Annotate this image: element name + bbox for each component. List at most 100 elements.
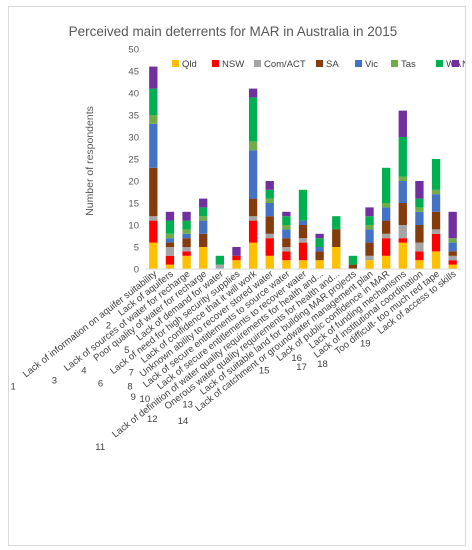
bar-segment-qld — [365, 260, 373, 269]
bar-segment-sa — [315, 251, 323, 260]
bar-segment-wa — [332, 216, 340, 229]
bar-segment-sa — [182, 238, 190, 247]
bar-segment-qld — [232, 260, 240, 269]
bar-segment-nt — [266, 181, 274, 190]
bar-segment-qld — [149, 243, 157, 269]
bar-segment-sa — [432, 212, 440, 230]
bar-segment-nsw — [449, 260, 457, 264]
bar-segment-com-act — [182, 247, 190, 251]
bar-segment-com-act — [266, 234, 274, 238]
legend-swatch-tas — [391, 60, 398, 67]
bar-segment-qld — [432, 251, 440, 269]
legend-swatch-com-act — [254, 60, 261, 67]
x-category-number: 1 — [11, 382, 16, 393]
legend-swatch-nt — [452, 60, 459, 67]
bar-segment-tas — [449, 238, 457, 242]
bar-segment-com-act — [415, 243, 423, 252]
bar-segment-wa — [299, 190, 307, 221]
bar-segment-nsw — [399, 238, 407, 242]
bar-segment-vic — [449, 243, 457, 252]
legend-swatch-sa — [316, 60, 323, 67]
bar-segment-nsw — [282, 251, 290, 260]
x-category-number: 18 — [317, 359, 328, 370]
y-tick-label: 45 — [128, 67, 139, 78]
legend-label-vic: Vic — [365, 59, 378, 70]
y-tick-label: 10 — [128, 221, 139, 232]
stacked-bar-chart: Perceived main deterrents for MAR in Aus… — [9, 7, 465, 545]
legend-label-nt: NT — [462, 59, 465, 70]
bar-segment-sa — [282, 238, 290, 247]
bar-segment-nt — [149, 67, 157, 89]
bar-segment-vic — [299, 221, 307, 225]
y-tick-label: 15 — [128, 199, 139, 210]
legend-swatch-vic — [355, 60, 362, 67]
bar-segment-nsw — [299, 243, 307, 261]
bar-segment-wa — [266, 190, 274, 199]
x-category-number: 19 — [360, 338, 371, 349]
bar-segment-qld — [282, 260, 290, 269]
bar-segment-com-act — [382, 234, 390, 238]
bar-segment-vic — [382, 207, 390, 220]
bar-segment-sa — [365, 243, 373, 256]
bar-segment-nsw — [182, 251, 190, 255]
bar-segment-wa — [349, 256, 357, 265]
bar-segment-vic — [365, 229, 373, 242]
bar-segment-nt — [282, 212, 290, 216]
bar-segment-sa — [299, 225, 307, 238]
y-tick-label: 40 — [128, 89, 139, 100]
x-category-number: 9 — [131, 392, 136, 403]
bar-segment-qld — [166, 265, 174, 269]
bar-segment-sa — [382, 221, 390, 234]
y-tick-label: 30 — [128, 133, 139, 144]
bar-segment-qld — [315, 260, 323, 269]
bar-segment-qld — [182, 256, 190, 269]
bar-segment-nsw — [432, 234, 440, 252]
bar-segment-vic — [282, 229, 290, 238]
y-tick-label: 50 — [128, 45, 139, 56]
legend-swatch-wa — [436, 60, 443, 67]
bar-segment-vic — [432, 194, 440, 212]
bar-segment-vic — [166, 238, 174, 242]
bar-segment-tas — [399, 177, 407, 181]
bar-segment-vic — [315, 247, 323, 251]
y-tick-label: 25 — [128, 155, 139, 166]
bar-segment-com-act — [249, 216, 257, 220]
bar-segment-wa — [216, 256, 224, 265]
x-category-number: 14 — [178, 416, 189, 427]
bar-segment-com-act — [365, 256, 373, 260]
bar-segment-sa — [415, 225, 423, 243]
bar-segment-com-act — [299, 238, 307, 242]
legend-label-sa: SA — [326, 59, 339, 70]
bar-segment-com-act — [166, 247, 174, 256]
bar-segment-vic — [399, 181, 407, 203]
bar-segment-tas — [282, 225, 290, 229]
x-category-number: 3 — [52, 376, 57, 387]
bar-segment-qld — [299, 260, 307, 269]
bar-segment-tas — [249, 141, 257, 150]
bar-segment-wa — [432, 159, 440, 190]
x-category-number: 11 — [95, 442, 105, 453]
bar-segment-sa — [449, 251, 457, 255]
legend-swatch-nsw — [212, 60, 219, 67]
chart-frame: Perceived main deterrents for MAR in Aus… — [8, 6, 466, 546]
bar-segment-nt — [232, 247, 240, 256]
bar-segment-tas — [266, 199, 274, 203]
bar-segment-nt — [315, 234, 323, 238]
bar-segment-wa — [382, 168, 390, 203]
bar-segment-vic — [415, 212, 423, 225]
bar-segment-nsw — [166, 256, 174, 265]
bar-segment-qld — [249, 243, 257, 269]
legend-label-tas: Tas — [401, 59, 416, 70]
bar-segment-sa — [399, 203, 407, 225]
bar-segment-wa — [365, 216, 373, 225]
bar-segment-sa — [249, 199, 257, 217]
legend-swatch-qld — [172, 60, 179, 67]
legend-label-com-act: Com/ACT — [264, 59, 306, 70]
bar-segment-sa — [332, 229, 340, 247]
bar-segment-wa — [182, 221, 190, 230]
x-category-number: 17 — [296, 362, 307, 373]
bars — [149, 67, 457, 269]
y-axis-title: Number of respondents — [84, 106, 96, 216]
bar-segment-sa — [166, 243, 174, 247]
